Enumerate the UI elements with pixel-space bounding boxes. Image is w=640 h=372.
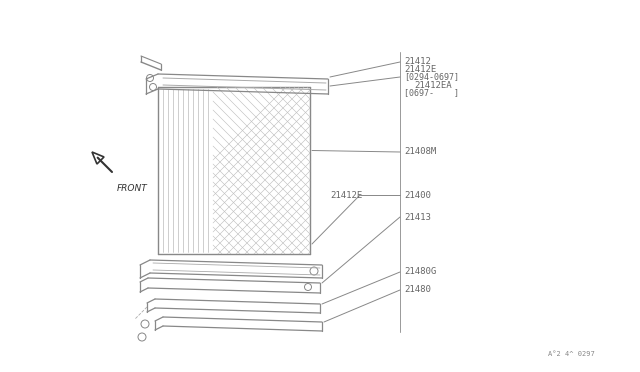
Text: 21400: 21400	[404, 190, 431, 199]
Text: 21413: 21413	[404, 212, 431, 221]
Text: [0697-    ]: [0697- ]	[404, 89, 459, 97]
Text: 21412E: 21412E	[330, 190, 362, 199]
Text: 21412EA: 21412EA	[414, 80, 452, 90]
Text: [0294-0697]: [0294-0697]	[404, 73, 459, 81]
Text: 21412E: 21412E	[404, 64, 436, 74]
Text: 21408M: 21408M	[404, 148, 436, 157]
Text: 21480G: 21480G	[404, 267, 436, 276]
Text: A°2 4^ 0297: A°2 4^ 0297	[548, 351, 595, 357]
Text: FRONT: FRONT	[117, 184, 148, 193]
Text: 21480: 21480	[404, 285, 431, 295]
Text: 21412: 21412	[404, 58, 431, 67]
